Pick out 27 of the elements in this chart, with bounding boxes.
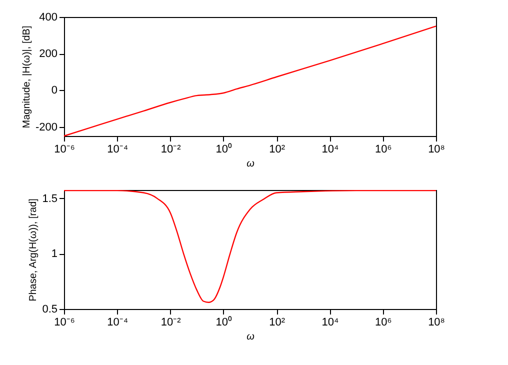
y-tick-label: -200 [35, 121, 58, 134]
x-tick-label: 10⁸ [428, 316, 445, 328]
y-tick-label: 0 [51, 84, 58, 97]
x-tick-label: 10⁻² [160, 316, 182, 328]
y-tick-label: 0.5 [42, 304, 58, 316]
x-tick-label: 10⁻⁶ [54, 316, 75, 328]
x-tick-label: 10⁰ [216, 142, 232, 156]
y-tick-label: 400 [39, 12, 58, 24]
x-tick-label: 10⁻² [160, 144, 182, 156]
x-tick-label: 10⁶ [374, 316, 392, 328]
x-tick-label: 10² [269, 316, 286, 328]
x-tick-label: 10⁻⁴ [107, 144, 128, 156]
x-tick-label: 10⁸ [428, 144, 445, 156]
x-tick-label: 10² [269, 144, 286, 156]
x-tick-label: 10⁴ [322, 144, 339, 156]
x-tick-label: 10⁰ [216, 316, 232, 328]
x-tick-label: 10⁻⁶ [54, 144, 75, 156]
x-axis-title: ω [246, 332, 255, 342]
x-tick-label: 10⁴ [322, 316, 339, 328]
x-tick-label: 10⁶ [374, 144, 392, 156]
y-tick-label: 200 [39, 48, 58, 60]
x-axis-title: ω [246, 158, 255, 170]
y-tick-label: 1.5 [42, 192, 58, 205]
y-axis-title: Magnitude, |H(ω)|, [dB] [21, 26, 32, 128]
y-axis-title: Phase, Arg(H(ω)), [rad] [28, 198, 40, 302]
x-tick-label: 10⁻⁴ [107, 316, 128, 328]
y-tick-label: 1 [51, 248, 58, 260]
